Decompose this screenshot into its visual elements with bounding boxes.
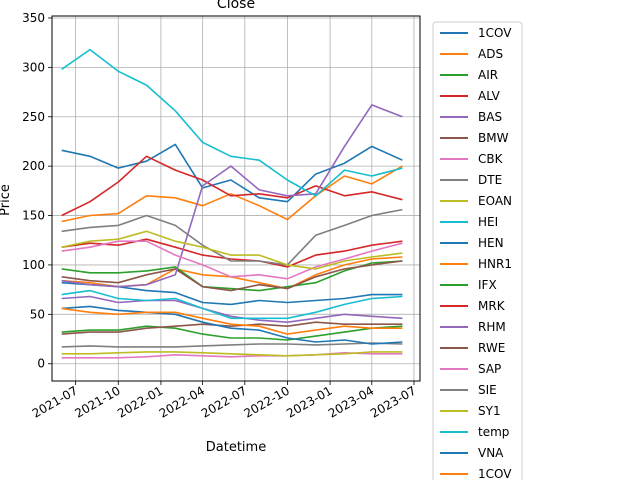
- legend-label: HNR1: [478, 257, 512, 271]
- legend-label: RWE: [478, 341, 505, 355]
- legend-label: temp: [478, 425, 509, 439]
- legend-label: MRK: [478, 299, 506, 313]
- legend-label: HEN: [478, 236, 504, 250]
- plot-frame: [51, 15, 421, 382]
- y-tick-label: 150: [22, 209, 45, 223]
- series-line-ifx: [61, 325, 403, 341]
- series-line-vna: [61, 305, 403, 345]
- legend-label: DTE: [478, 173, 502, 187]
- series-line-sie: [61, 208, 403, 266]
- y-tick-label: 0: [37, 357, 45, 371]
- x-axis-label: Datetime: [206, 440, 266, 455]
- legend-label: SAP: [478, 362, 501, 376]
- series-line-mrk: [61, 155, 403, 217]
- legend-label: HEI: [478, 215, 498, 229]
- legend-label: RHM: [478, 320, 506, 334]
- y-tick-label: 350: [22, 11, 45, 25]
- y-axis-label: Price: [0, 184, 13, 216]
- legend-label: ADS: [478, 47, 503, 61]
- legend-label: BMW: [478, 131, 509, 145]
- legend-label: CBK: [478, 152, 504, 166]
- legend: 1COV ADS AIR ALV BAS BMW CBK DTE EOAN HEI HEN HNR1 I…: [432, 21, 523, 480]
- series-line-bas: [61, 295, 403, 324]
- legend-label: BAS: [478, 110, 502, 124]
- legend-box: [432, 21, 523, 480]
- y-tick-label: 50: [30, 307, 45, 321]
- series-line-rhm: [61, 104, 403, 288]
- series-line-1cov: [61, 143, 403, 203]
- series-line-rwe: [61, 321, 403, 335]
- chart-title: Close: [217, 0, 255, 12]
- series-line-1cov: [61, 307, 403, 335]
- legend-label: 1COV: [478, 467, 512, 480]
- legend-label: EOAN: [478, 194, 512, 208]
- y-axis: 0 50 100 150 200 250 300 350: [22, 11, 52, 371]
- series-line-cbk: [61, 351, 403, 359]
- y-tick-label: 300: [22, 60, 45, 74]
- legend-label: VNA: [478, 446, 504, 460]
- legend-label: ALV: [478, 89, 501, 103]
- legend-label: SIE: [478, 383, 497, 397]
- series-line-hnr1: [61, 165, 403, 223]
- series-line-sy1: [61, 230, 403, 270]
- series-line-temp: [61, 48, 403, 197]
- legend-label: AIR: [478, 68, 498, 82]
- series-line-dte: [61, 342, 403, 348]
- y-tick-label: 250: [22, 110, 45, 124]
- series-line-alv: [61, 238, 403, 268]
- series-line-eoan: [61, 351, 403, 357]
- series-line-bmw: [61, 260, 403, 292]
- series-line-hei: [61, 289, 403, 320]
- legend-label: 1COV: [478, 26, 512, 40]
- y-tick-label: 200: [22, 159, 45, 173]
- series-line-air: [61, 260, 403, 292]
- series-line-sap: [61, 240, 403, 280]
- legend-label: IFX: [478, 278, 497, 292]
- series-lines: [61, 48, 403, 359]
- y-tick-label: 100: [22, 258, 45, 272]
- legend-label: SY1: [478, 404, 501, 418]
